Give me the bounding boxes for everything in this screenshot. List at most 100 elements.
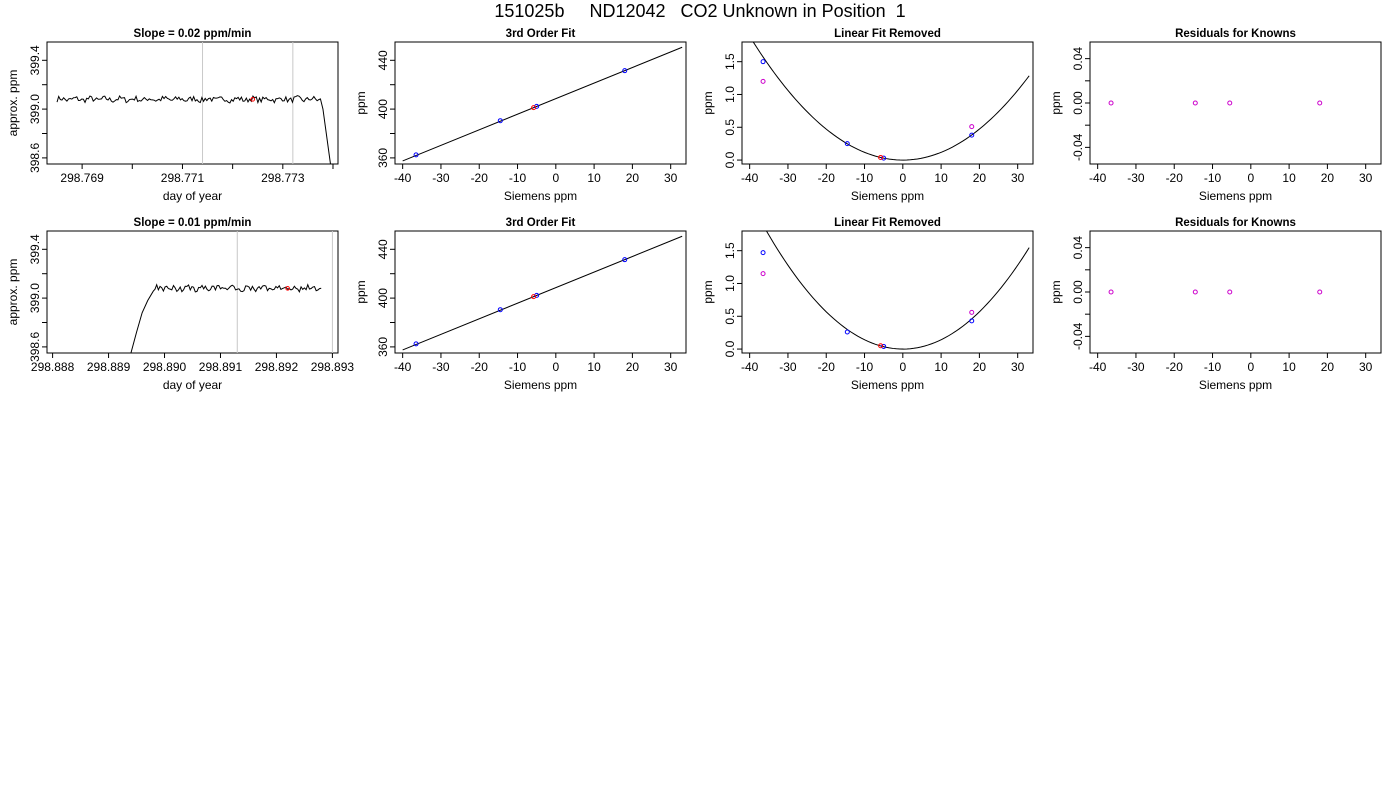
x-axis-label: Siemens ppm xyxy=(1199,189,1272,203)
panel-1: Slope = 0.02 ppm/min 298.769 298.771 298.77… xyxy=(6,28,339,203)
panel-title: Slope = 0.01 ppm/min xyxy=(134,217,252,229)
y-tick-label: 0.00 xyxy=(1071,280,1085,304)
plot-frame xyxy=(394,230,687,354)
x-tick-label: -10 xyxy=(1204,171,1222,185)
y-axis-label: ppm xyxy=(354,91,368,114)
y-tick-label: 0.04 xyxy=(1071,47,1085,71)
unknown-point xyxy=(531,294,537,300)
y-tick-label: 1.5 xyxy=(723,242,737,259)
y-axis-label: ppm xyxy=(1049,280,1063,303)
x-tick-label: 30 xyxy=(1011,171,1025,185)
known-point xyxy=(622,68,628,74)
x-tick-label: 10 xyxy=(934,360,948,374)
x-tick-label: 20 xyxy=(1321,360,1335,374)
residual-point xyxy=(1108,289,1114,295)
y-tick-label: 399.0 xyxy=(28,94,42,124)
panel-7: Linear Fit Removed -40 -30 -20 -10 0 10 20 30 0.0… xyxy=(701,217,1034,392)
residual-point xyxy=(1227,289,1233,295)
sample-marker xyxy=(250,97,256,102)
known-point xyxy=(844,141,850,147)
residual-point xyxy=(1317,100,1323,106)
fit-curve xyxy=(752,42,1030,161)
panel-title: Residuals for Knowns xyxy=(1175,217,1296,229)
x-tick-label: -20 xyxy=(818,171,836,185)
raw-point xyxy=(969,309,975,315)
residual-point xyxy=(1192,289,1198,295)
known-point xyxy=(881,155,887,161)
y-tick-label: 0.04 xyxy=(1071,236,1085,260)
x-tick-label: 20 xyxy=(973,171,987,185)
data-layer xyxy=(402,235,683,351)
x-tick-label: -40 xyxy=(1089,360,1107,374)
residual-point xyxy=(1227,100,1233,106)
x-tick-label: -10 xyxy=(856,360,874,374)
x-tick-label: -40 xyxy=(741,171,759,185)
x-tick-label: 10 xyxy=(587,360,601,374)
y-tick-label: 1.0 xyxy=(723,275,737,292)
x-tick-label: 30 xyxy=(1359,360,1373,374)
panel-2: 3rd Order Fit -40 -30 -20 -10 0 10 20 30 360 400 44… xyxy=(354,28,687,203)
ppm-trace xyxy=(130,283,322,353)
x-tick-label: 10 xyxy=(934,171,948,185)
known-point xyxy=(760,250,766,256)
x-tick-label: 298.888 xyxy=(31,360,75,374)
plot-frame xyxy=(1089,41,1382,165)
fit-line xyxy=(402,46,683,162)
raw-point xyxy=(760,271,766,277)
x-axis-label: Siemens ppm xyxy=(1199,378,1272,392)
data-layer xyxy=(402,46,683,162)
x-tick-label: -40 xyxy=(394,360,412,374)
y-tick-label: 400 xyxy=(376,288,390,308)
fit-curve xyxy=(765,231,1030,350)
panel-title: 3rd Order Fit xyxy=(506,217,576,229)
sample-marker xyxy=(285,286,290,291)
data-layer xyxy=(760,231,1030,350)
x-tick-label: 20 xyxy=(626,171,640,185)
x-tick-label: -20 xyxy=(471,360,489,374)
plot-frame xyxy=(46,230,339,354)
x-axis-label: Siemens ppm xyxy=(504,189,577,203)
known-point xyxy=(844,329,850,335)
x-axis-label: Siemens ppm xyxy=(851,189,924,203)
data-layer xyxy=(56,42,331,164)
panel-5: Slope = 0.01 ppm/min 298.888 298.889 298.89… xyxy=(6,217,354,392)
known-point xyxy=(497,307,503,313)
x-tick-label: -20 xyxy=(471,171,489,185)
x-tick-label: -40 xyxy=(394,171,412,185)
known-point xyxy=(622,257,628,263)
raw-point xyxy=(969,124,975,130)
x-tick-label: -10 xyxy=(509,171,527,185)
x-tick-label: 30 xyxy=(1011,360,1025,374)
x-axis-label: Siemens ppm xyxy=(851,378,924,392)
x-tick-label: 298.890 xyxy=(143,360,187,374)
x-tick-label: 20 xyxy=(1321,171,1335,185)
x-tick-label: 0 xyxy=(1247,360,1254,374)
y-axis-label: ppm xyxy=(701,280,715,303)
x-tick-label: -40 xyxy=(741,360,759,374)
y-tick-label: -0.04 xyxy=(1071,322,1085,350)
y-tick-label: 1.0 xyxy=(723,86,737,103)
panel-title: 3rd Order Fit xyxy=(506,28,576,40)
residual-point xyxy=(1108,100,1114,106)
panel-6: 3rd Order Fit -40 -30 -20 -10 0 10 20 30 360 400 44… xyxy=(354,217,687,392)
y-tick-label: 398.6 xyxy=(28,143,42,173)
known-point xyxy=(881,343,887,349)
x-tick-label: -30 xyxy=(432,360,450,374)
y-axis-label: ppm xyxy=(701,91,715,114)
x-tick-label: 30 xyxy=(664,360,678,374)
x-tick-label: -10 xyxy=(1204,360,1222,374)
panel-3: Linear Fit Removed -40 -30 -20 -10 0 10 20 30 0.0… xyxy=(701,28,1034,203)
panel-title: Residuals for Knowns xyxy=(1175,28,1296,40)
x-tick-label: 298.769 xyxy=(60,171,104,185)
x-tick-label: -20 xyxy=(1166,360,1184,374)
y-tick-label: 399.4 xyxy=(28,45,42,75)
page-title: 151025b ND12042 CO2 Unknown in Position … xyxy=(494,1,906,21)
known-point xyxy=(413,152,419,158)
x-tick-label: -30 xyxy=(779,360,797,374)
y-tick-label: 0.5 xyxy=(723,119,737,136)
plot-frame xyxy=(46,41,339,165)
x-tick-label: -30 xyxy=(432,171,450,185)
y-tick-label: 0.5 xyxy=(723,308,737,325)
unknown-point xyxy=(878,154,884,160)
